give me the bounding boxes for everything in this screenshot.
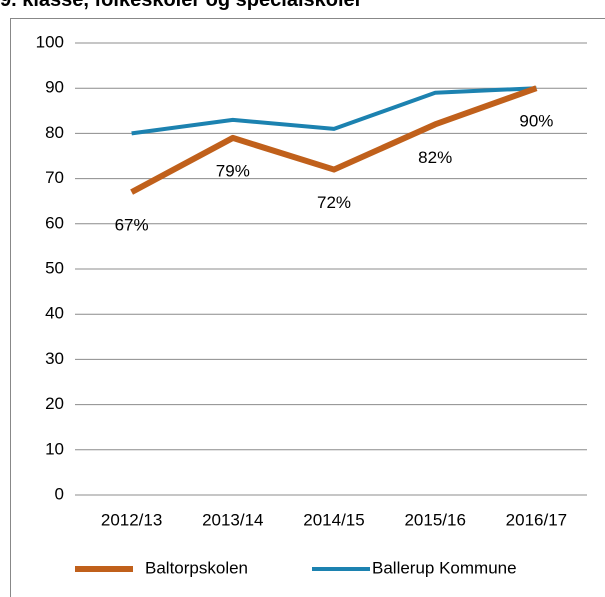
y-tick-label: 50 [45,258,64,277]
data-label: 67% [115,216,149,235]
data-label: 79% [216,161,250,180]
y-tick-label: 80 [45,123,64,142]
x-tick-label: 2015/16 [404,510,465,529]
y-tick-label: 20 [45,394,64,413]
y-tick-label: 70 [45,168,64,187]
x-tick-label: 2014/15 [303,510,364,529]
x-tick-label: 2012/13 [101,510,162,529]
x-tick-label: 2016/17 [506,510,567,529]
legend-label: Baltorpskolen [145,558,248,577]
y-tick-label: 10 [45,439,64,458]
data-label: 82% [418,148,452,167]
y-tick-label: 40 [45,304,64,323]
y-tick-label: 100 [36,32,64,51]
y-tick-label: 0 [55,484,64,503]
y-tick-label: 90 [45,78,64,97]
legend-label: Ballerup Kommune [372,558,517,577]
data-label: 72% [317,193,351,212]
y-tick-label: 30 [45,349,64,368]
chart-title: 9. klasse, folkeskoler og specialskoler [0,0,363,11]
series-line [130,85,538,195]
data-label: 90% [519,112,553,131]
series-line [131,86,537,136]
x-tick-label: 2013/14 [202,510,263,529]
y-tick-label: 60 [45,213,64,232]
chart-frame [10,18,605,597]
